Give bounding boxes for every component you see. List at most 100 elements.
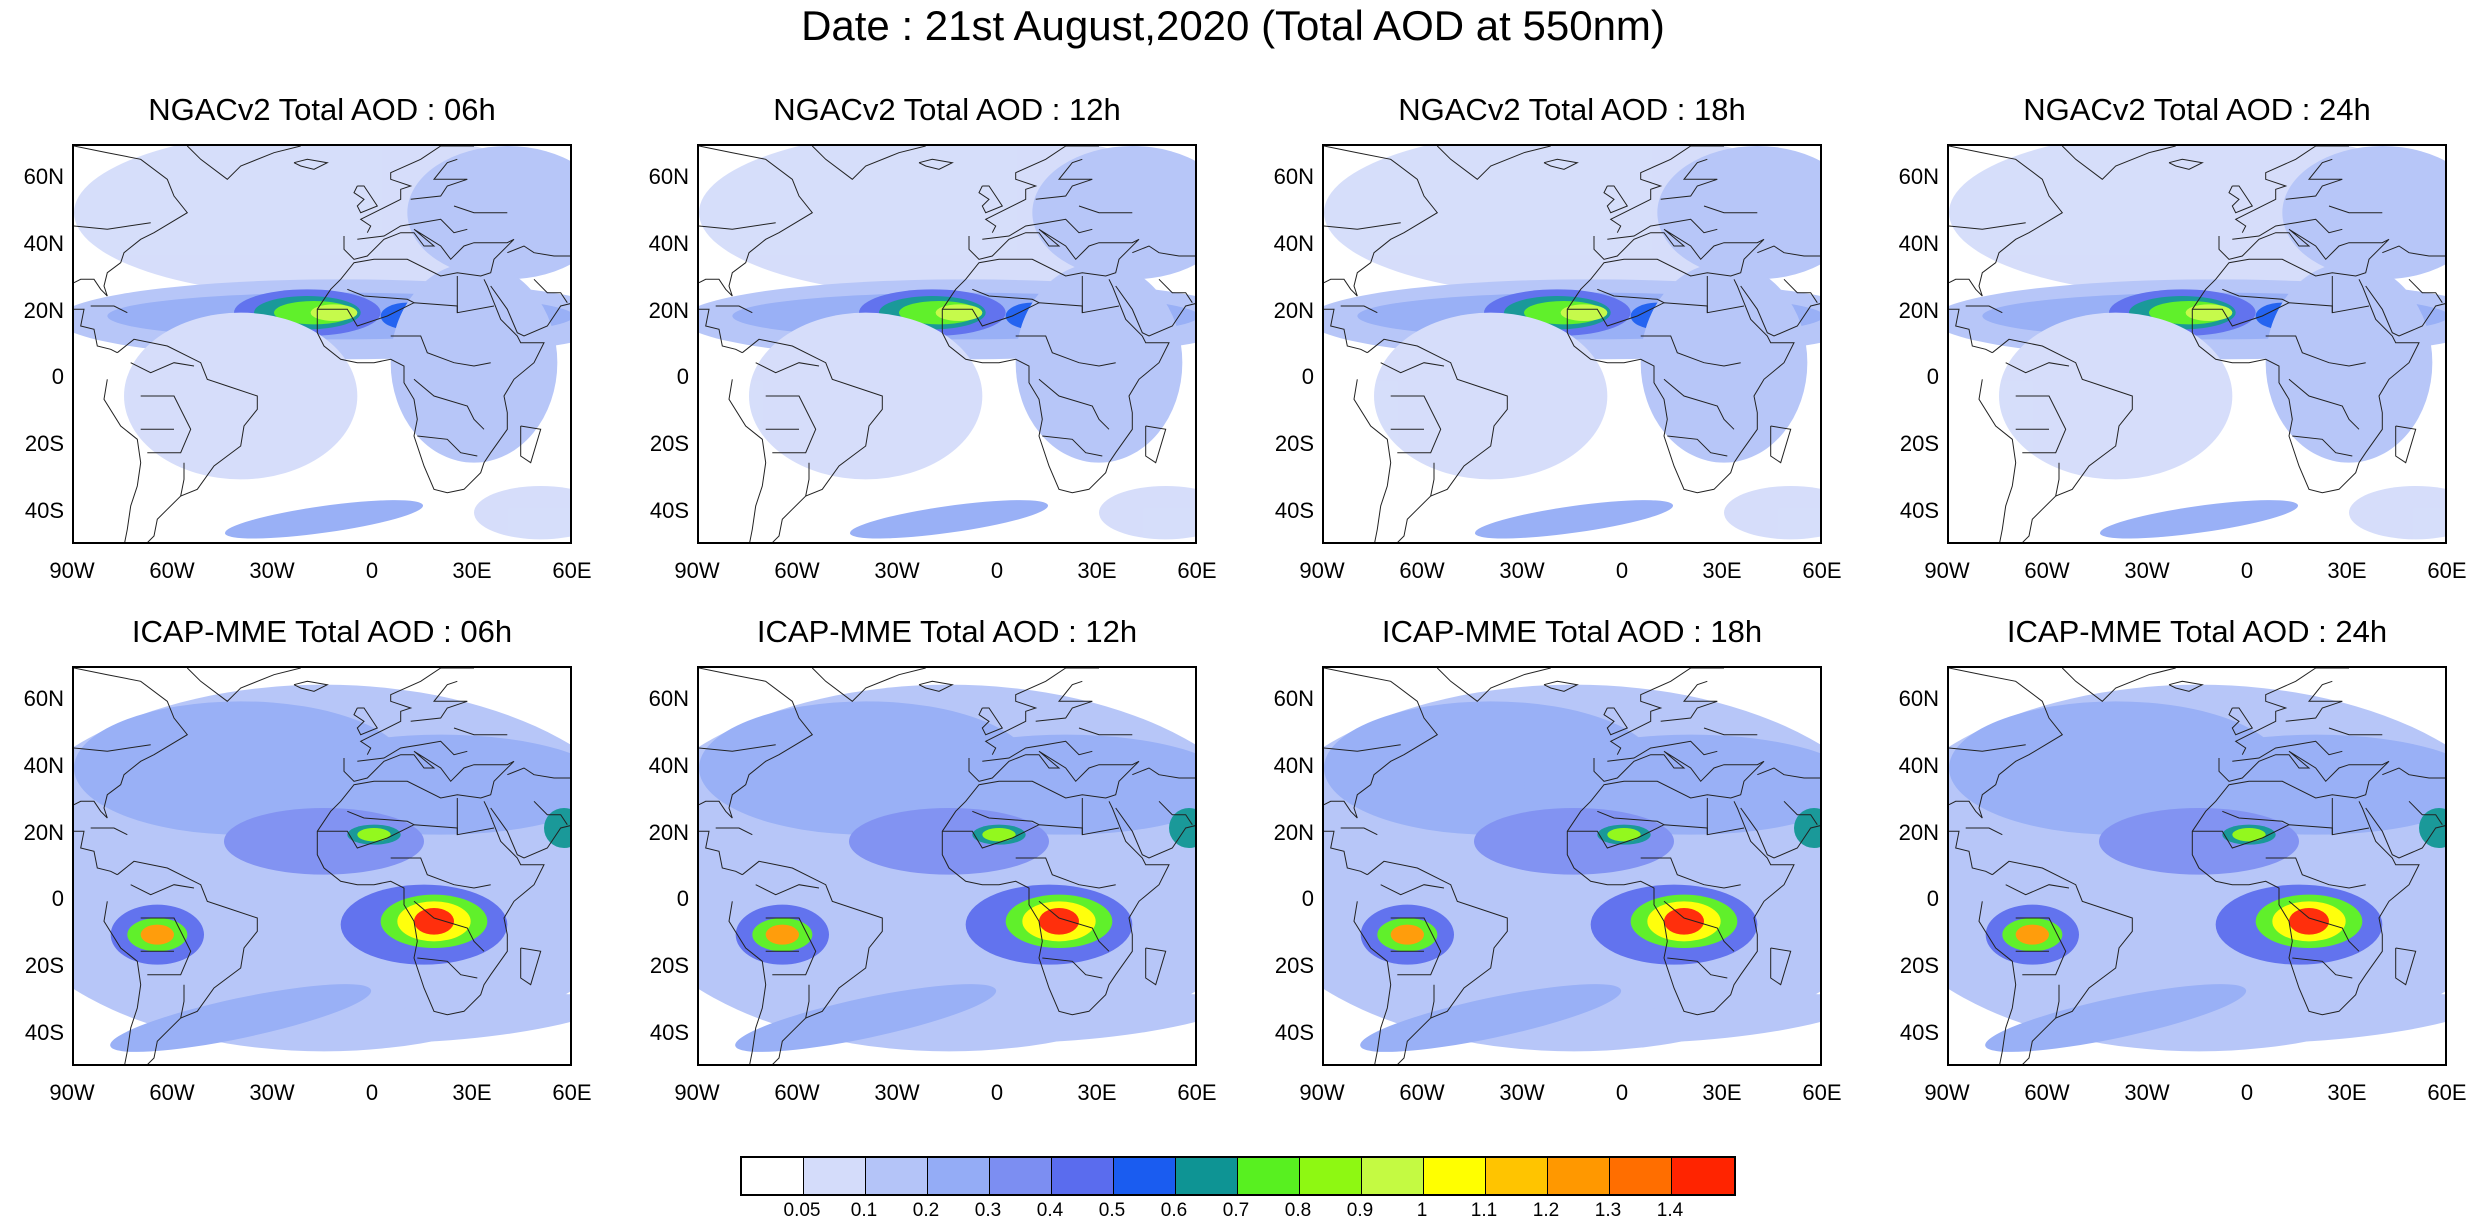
lat-tick-label: 0: [676, 364, 689, 390]
lon-tick-label: 30E: [1077, 558, 1117, 583]
lon-tick-label: 60E: [2427, 558, 2466, 583]
lat-tick-label: 20S: [1274, 431, 1314, 456]
aod-map: [1324, 668, 1820, 1064]
colorbar-label: 1.3: [1594, 1200, 1622, 1221]
lon-tick-label: 30W: [249, 1080, 295, 1105]
aod-map: [1949, 146, 2445, 542]
colorbar-swatch: [928, 1158, 990, 1194]
colorbar-swatch: [1610, 1158, 1672, 1194]
colorbar-label: 1.4: [1656, 1200, 1684, 1221]
colorbar-label: 0.3: [974, 1200, 1002, 1221]
lat-tick-label: 20N: [1898, 297, 1939, 323]
colorbar-swatch: [1362, 1158, 1424, 1194]
lat-tick-label: 60N: [1898, 164, 1939, 190]
panel-title: ICAP-MME Total AOD : 12h: [756, 614, 1138, 649]
colorbar-label: 0.9: [1346, 1200, 1374, 1221]
lon-tick-label: 30E: [1077, 1080, 1117, 1105]
lon-tick-label: 90W: [1299, 558, 1345, 583]
lon-tick-label: 90W: [674, 558, 720, 583]
lat-tick-label: 20S: [649, 431, 689, 456]
lon-tick-label: 30E: [1702, 1080, 1742, 1105]
lat-tick-label: 20S: [1899, 431, 1939, 456]
lat-tick-label: 60N: [23, 164, 64, 190]
colorbar-swatch: [1486, 1158, 1548, 1194]
lat-tick-label: 60N: [1273, 164, 1314, 190]
lat-tick-label: 40S: [24, 1019, 64, 1045]
lon-tick-label: 0: [1615, 1080, 1629, 1105]
colorbar-label: 0.1: [850, 1200, 878, 1221]
lat-tick-label: 20N: [1898, 819, 1939, 845]
lon-tick-label: 90W: [49, 1080, 95, 1105]
lon-tick-label: 0: [990, 1080, 1004, 1105]
lat-tick-label: 40S: [649, 497, 689, 523]
panel-title: ICAP-MME Total AOD : 18h: [1381, 614, 1763, 649]
map-plot-area: [1322, 144, 1822, 544]
colorbar-swatch: [1176, 1158, 1238, 1194]
colorbar-label: 1.2: [1532, 1200, 1560, 1221]
lat-tick-label: 60N: [648, 164, 689, 190]
lat-tick-label: 20N: [23, 297, 64, 323]
coastlines: [699, 668, 1195, 1064]
map-plot-area: [1947, 144, 2447, 544]
colorbar-label: 0.5: [1098, 1200, 1126, 1221]
map-plot-area: [1947, 666, 2447, 1066]
colorbar-swatch: [990, 1158, 1052, 1194]
lon-tick-label: 30E: [452, 1080, 492, 1105]
lat-tick-label: 20N: [1273, 297, 1314, 323]
colorbar-swatch: [1052, 1158, 1114, 1194]
colorbar-label: 0.05: [783, 1200, 821, 1221]
lon-tick-label: 60W: [774, 558, 820, 583]
coastlines: [1949, 668, 2445, 1064]
lon-tick-label: 30W: [874, 1080, 920, 1105]
panel-title: NGACv2 Total AOD : 24h: [2023, 92, 2371, 127]
lon-tick-label: 30W: [874, 558, 920, 583]
colorbar-swatch: [1672, 1158, 1734, 1194]
colorbar-label: 0.4: [1036, 1200, 1064, 1221]
aod-map: [699, 146, 1195, 542]
lon-tick-label: 0: [365, 1080, 379, 1105]
colorbar-label: 1.1: [1470, 1200, 1498, 1221]
lat-tick-label: 40N: [1273, 231, 1314, 256]
lat-tick-label: 0: [1926, 886, 1939, 912]
lon-tick-label: 60E: [2427, 1080, 2466, 1105]
lat-tick-label: 20N: [23, 819, 64, 845]
aod-map: [74, 668, 570, 1064]
aod-field: [74, 146, 570, 540]
lat-tick-label: 0: [1301, 886, 1314, 912]
lat-tick-label: 20S: [24, 431, 64, 456]
lat-tick-label: 60N: [23, 686, 64, 712]
aod-map: [1949, 668, 2445, 1064]
lat-tick-label: 20S: [24, 953, 64, 978]
colorbar-label: 0.6: [1160, 1200, 1188, 1221]
lat-tick-label: 40N: [1898, 753, 1939, 778]
figure-title: Date : 21st August,2020 (Total AOD at 55…: [801, 2, 1665, 49]
lon-tick-label: 60W: [2024, 1080, 2070, 1105]
lon-tick-label: 30W: [249, 558, 295, 583]
colorbar-swatch: [866, 1158, 928, 1194]
lon-tick-label: 60W: [1399, 558, 1445, 583]
lon-tick-label: 60E: [1177, 1080, 1217, 1105]
colorbar-swatch: [1114, 1158, 1176, 1194]
lon-tick-label: 30E: [2327, 1080, 2367, 1105]
colorbar-label: 0.7: [1222, 1200, 1250, 1221]
aod-field: [1324, 146, 1820, 540]
lon-tick-label: 0: [2240, 558, 2254, 583]
coastlines: [74, 668, 570, 1064]
lat-tick-label: 20S: [1899, 953, 1939, 978]
panel-title: NGACv2 Total AOD : 18h: [1398, 92, 1746, 127]
panel-title: NGACv2 Total AOD : 06h: [148, 92, 496, 127]
lat-tick-label: 40S: [649, 1019, 689, 1045]
lon-tick-label: 60E: [1802, 1080, 1842, 1105]
lon-tick-label: 0: [2240, 1080, 2254, 1105]
lon-tick-label: 30E: [2327, 558, 2367, 583]
lon-tick-label: 0: [1615, 558, 1629, 583]
colorbar-label: 1: [1416, 1200, 1428, 1221]
coastlines: [74, 146, 570, 542]
lat-tick-label: 20N: [648, 297, 689, 323]
lat-tick-label: 40S: [24, 497, 64, 523]
lon-tick-label: 60E: [1177, 558, 1217, 583]
lat-tick-label: 20N: [648, 819, 689, 845]
lon-tick-label: 60W: [1399, 1080, 1445, 1105]
aod-field: [699, 146, 1195, 540]
panel-title: ICAP-MME Total AOD : 06h: [131, 614, 513, 649]
